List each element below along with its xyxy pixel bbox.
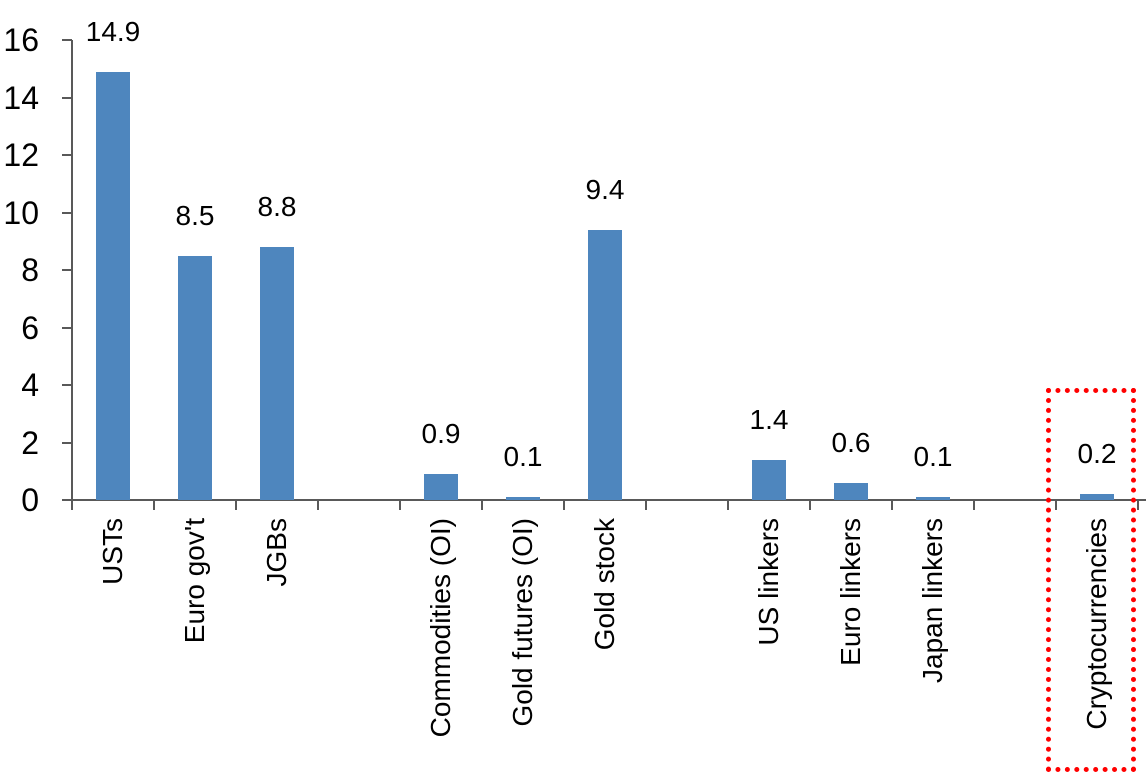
y-axis-tick-label: 6 [21, 309, 39, 346]
x-axis-tick [891, 500, 893, 510]
y-axis-tick [62, 154, 72, 156]
x-axis-tick [71, 500, 73, 510]
y-axis-tick [62, 499, 72, 501]
bar-value-label: 8.8 [257, 191, 297, 222]
x-axis-tick [1055, 500, 1057, 510]
x-axis-tick [809, 500, 811, 510]
x-axis-tick [235, 500, 237, 510]
bar-value-label: 14.9 [85, 16, 141, 47]
y-axis-tick [62, 326, 72, 329]
y-axis-tick-label: 16 [3, 22, 39, 58]
y-axis-tick [62, 384, 72, 386]
bar-value-label: 0.1 [503, 441, 543, 472]
bar-value-label: 9.4 [585, 174, 625, 205]
bar [178, 256, 212, 500]
x-axis-tick [399, 500, 401, 510]
bar [916, 497, 950, 500]
x-axis-tick [973, 500, 975, 510]
x-axis-label: Gold futures (OI) [507, 518, 538, 727]
x-axis-tick [481, 500, 483, 510]
bar [96, 72, 130, 500]
y-axis-tick [62, 96, 72, 99]
bar-value-label: 8.5 [175, 200, 215, 231]
bar [260, 247, 294, 500]
y-axis-tick-label: 2 [21, 424, 39, 461]
y-axis-tick [62, 39, 72, 41]
x-axis-label: Commodities (OI) [425, 518, 456, 738]
x-axis-tick [645, 500, 647, 510]
x-axis-label: US linkers [753, 518, 784, 646]
y-axis-tick [62, 441, 72, 444]
highlight-box [1046, 388, 1136, 772]
y-axis-tick [62, 211, 72, 214]
x-axis-label: Euro linkers [835, 518, 866, 666]
bar [1080, 494, 1114, 500]
y-axis-tick [62, 269, 72, 271]
bar-value-label: 1.4 [749, 404, 789, 435]
x-axis-label: USTs [97, 518, 128, 585]
x-axis-label: JGBs [261, 518, 292, 587]
x-axis-label: Gold stock [589, 518, 620, 651]
bar [506, 497, 540, 500]
bar-value-label: 0.9 [421, 418, 461, 449]
bar [834, 483, 868, 500]
x-axis-label: Japan linkers [917, 518, 948, 683]
x-axis-tick [1137, 500, 1139, 510]
y-axis-line [71, 40, 73, 508]
y-axis-tick-label: 8 [21, 252, 39, 288]
bar-value-label: 0.1 [913, 441, 953, 472]
x-axis-label: Euro gov't [179, 518, 210, 644]
bar [752, 460, 786, 500]
y-axis-tick-label: 4 [21, 367, 39, 403]
x-axis-line [71, 499, 1146, 501]
bar [588, 230, 622, 500]
y-axis-tick-label: 14 [3, 79, 39, 116]
y-axis-tick-label: 10 [3, 194, 39, 231]
x-axis-tick [727, 500, 729, 510]
x-axis-tick [153, 500, 155, 510]
bar-value-label: 0.2 [1077, 438, 1117, 469]
x-axis-tick [317, 500, 319, 510]
x-axis-tick [563, 500, 565, 510]
y-axis-tick-label: 12 [3, 137, 39, 173]
bar [424, 474, 458, 500]
bar-value-label: 0.6 [831, 427, 871, 458]
y-axis-tick-label: 0 [21, 482, 39, 518]
